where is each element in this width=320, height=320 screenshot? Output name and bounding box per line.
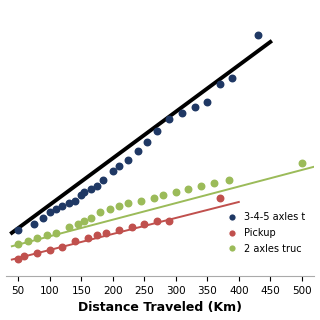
Point <box>76 221 81 226</box>
Point <box>47 247 52 252</box>
Point <box>72 239 77 244</box>
Point <box>98 210 103 215</box>
Point <box>135 148 140 154</box>
Point <box>151 195 156 200</box>
Point <box>88 215 93 220</box>
Point <box>107 207 112 212</box>
Point <box>116 163 122 168</box>
Point <box>142 221 147 226</box>
Point <box>35 236 40 241</box>
Point <box>154 218 159 223</box>
Point <box>94 183 100 188</box>
Point <box>60 244 65 250</box>
Point <box>85 236 90 241</box>
Point <box>82 218 87 223</box>
Point <box>126 201 131 206</box>
Point <box>145 140 150 145</box>
Point <box>16 242 21 247</box>
Point <box>167 116 172 122</box>
Point <box>101 178 106 183</box>
Legend: 3-4-5 axles t, Pickup, 2 axles truc: 3-4-5 axles t, Pickup, 2 axles truc <box>218 208 309 258</box>
Point <box>88 186 93 191</box>
Point <box>167 218 172 223</box>
Point <box>41 215 46 220</box>
Point <box>129 224 134 229</box>
Point <box>16 256 21 261</box>
Point <box>255 32 260 37</box>
Point <box>47 210 52 215</box>
Point <box>211 180 216 186</box>
Point <box>44 233 49 238</box>
Point <box>161 192 166 197</box>
X-axis label: Distance Traveled (Km): Distance Traveled (Km) <box>78 301 242 315</box>
Point <box>192 105 197 110</box>
Point <box>205 99 210 104</box>
Point <box>110 169 115 174</box>
Point <box>116 204 122 209</box>
Point <box>16 227 21 232</box>
Point <box>198 183 204 188</box>
Point <box>116 227 122 232</box>
Point <box>66 224 71 229</box>
Point <box>104 230 109 235</box>
Point <box>173 189 178 194</box>
Point <box>217 82 222 87</box>
Point <box>217 195 222 200</box>
Point <box>72 198 77 203</box>
Point <box>180 111 185 116</box>
Point <box>82 189 87 194</box>
Point <box>186 186 191 191</box>
Point <box>53 207 59 212</box>
Point <box>126 157 131 162</box>
Point <box>31 221 36 226</box>
Point <box>230 76 235 81</box>
Point <box>22 253 27 258</box>
Point <box>299 160 304 165</box>
Point <box>94 233 100 238</box>
Point <box>227 178 232 183</box>
Point <box>79 192 84 197</box>
Point <box>53 230 59 235</box>
Point <box>66 201 71 206</box>
Point <box>60 204 65 209</box>
Point <box>25 239 30 244</box>
Point <box>154 128 159 133</box>
Point <box>35 250 40 255</box>
Point <box>139 198 144 203</box>
